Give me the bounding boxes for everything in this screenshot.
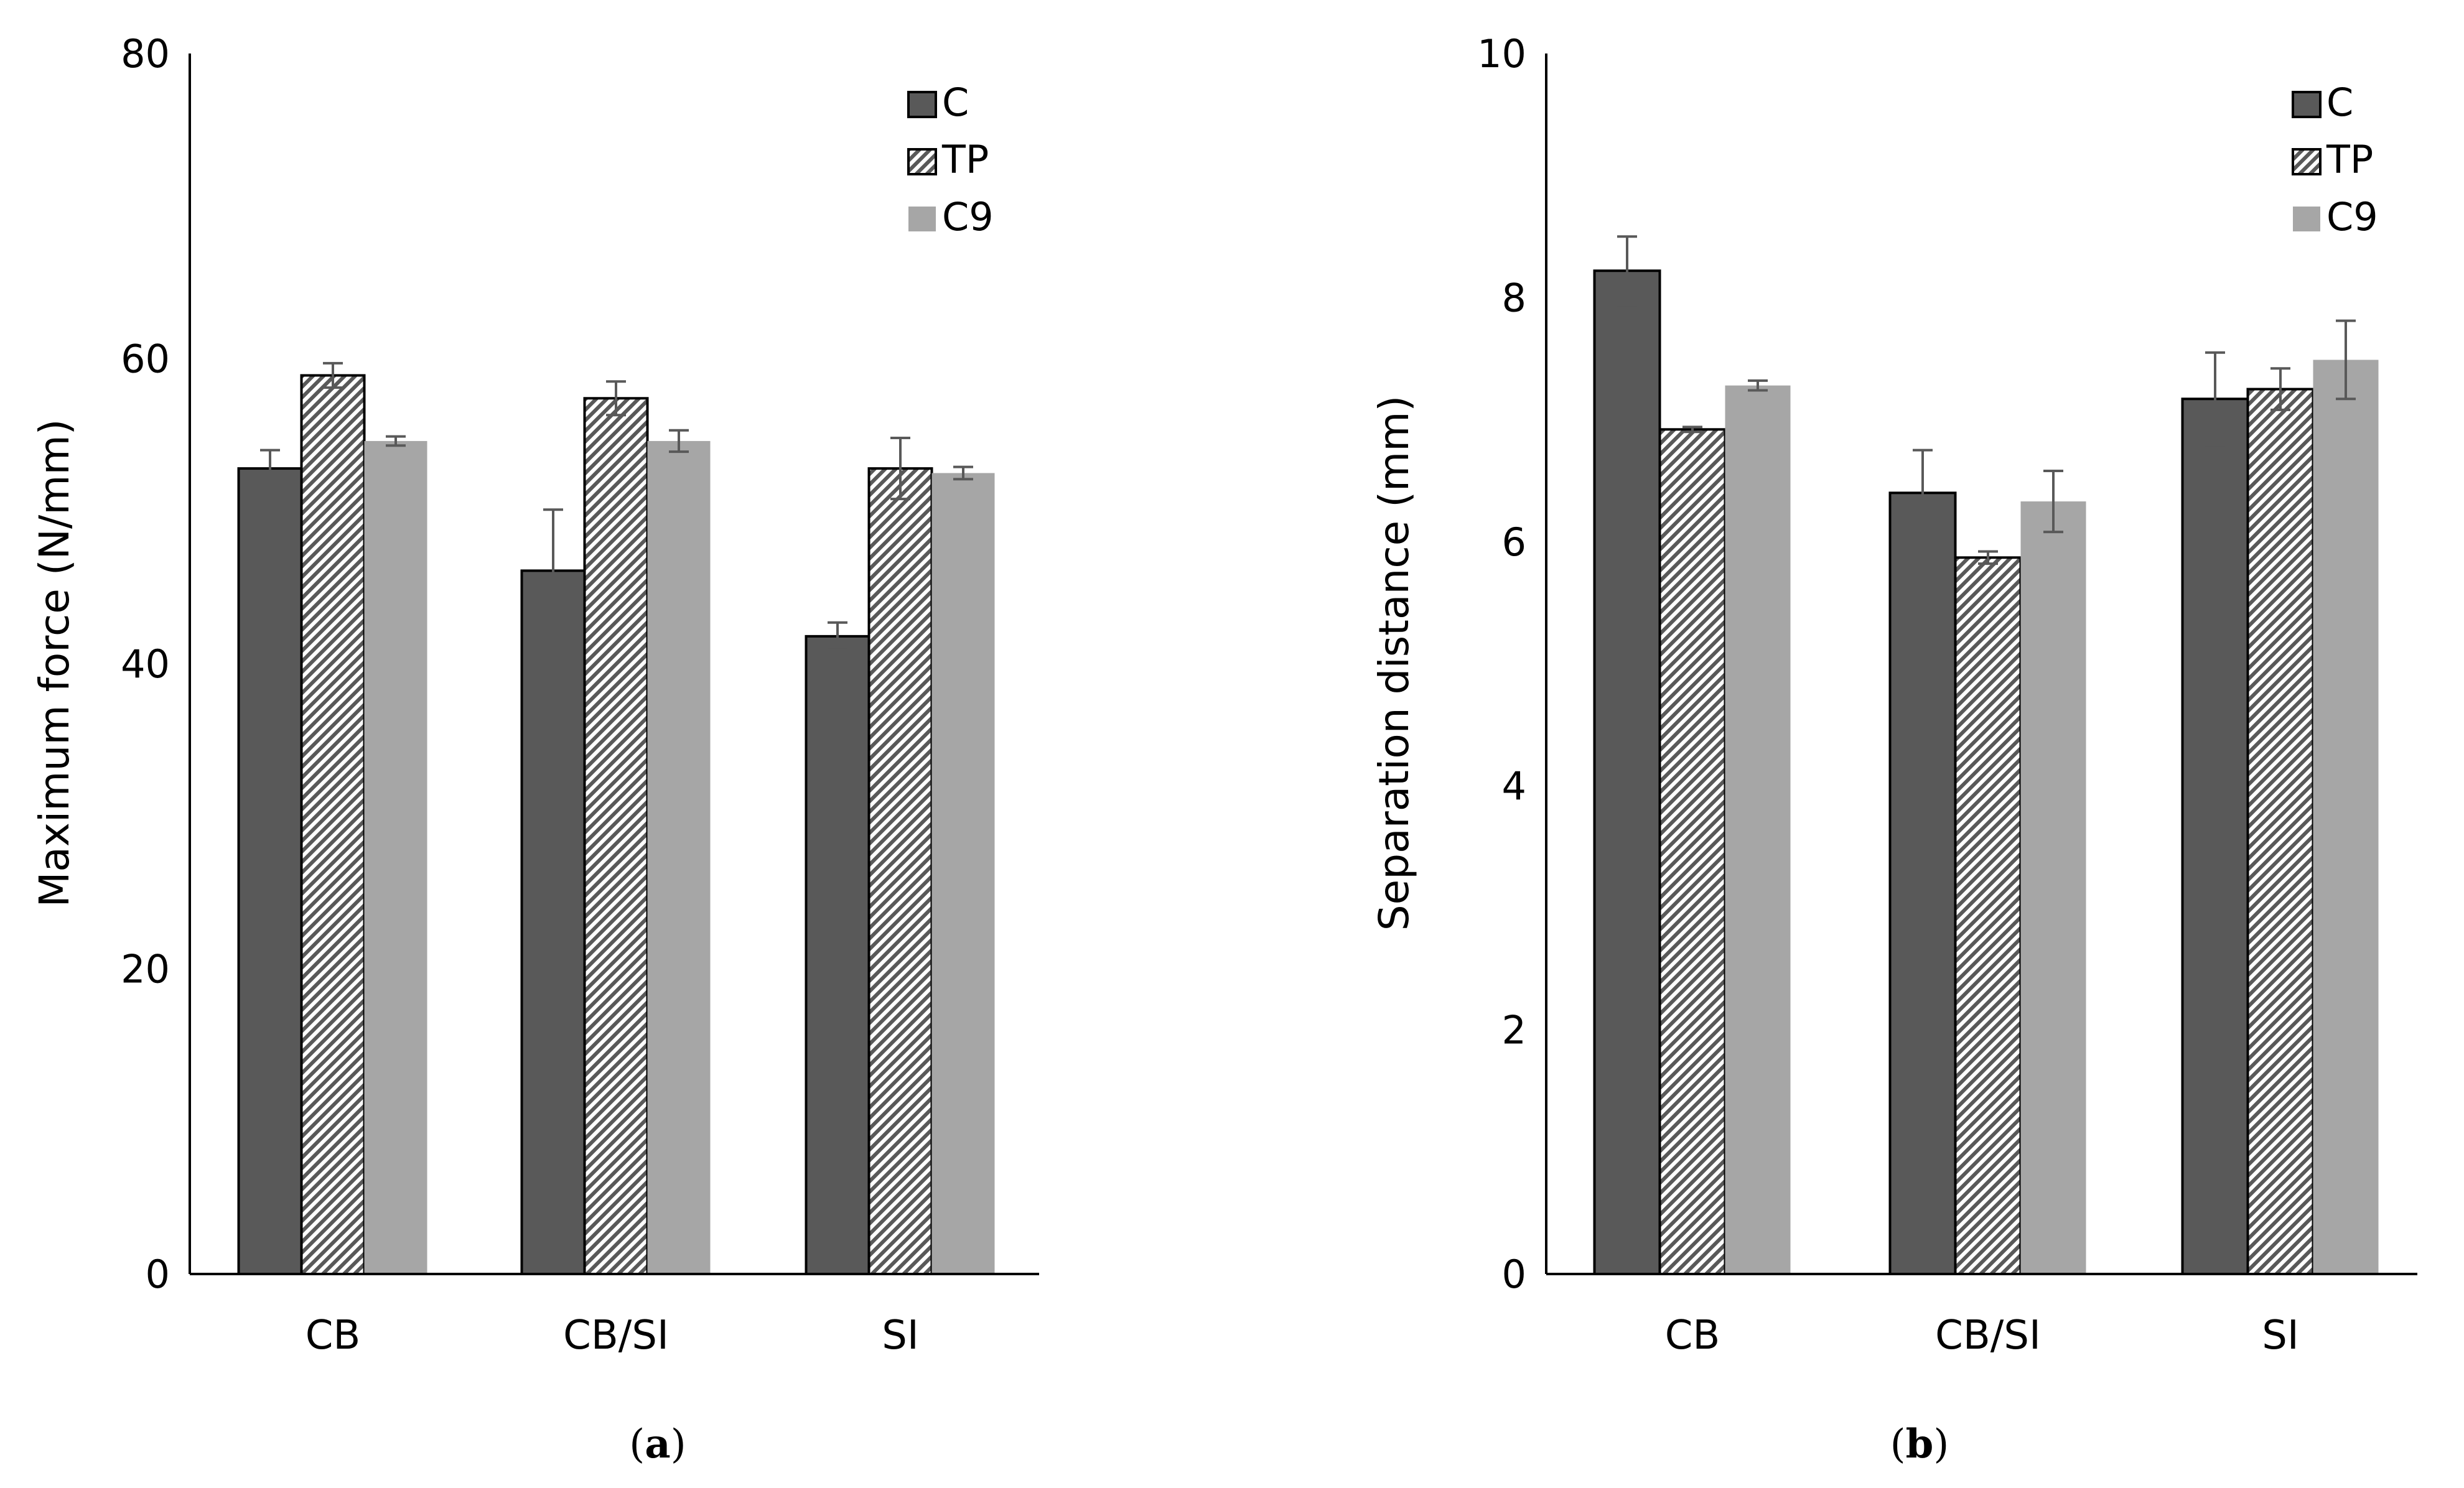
- panel-b-error-bar-c9: [2043, 470, 2063, 534]
- panel-a-bar-tp: [300, 374, 366, 1275]
- panel-b-y-tick-label: 0: [1502, 1252, 1526, 1297]
- panel-a-bar-tp: [583, 397, 649, 1275]
- panel-a-caption: (a): [629, 1421, 686, 1467]
- panel-a-legend-label-c: C: [942, 80, 969, 125]
- panel-a-error-bar-c9: [669, 429, 689, 453]
- panel-a-x-ticks: CB CB/SI SI: [306, 1313, 919, 1359]
- panel-b-legend-label-tp: TP: [2326, 137, 2373, 182]
- panel-a-bar-c: [237, 467, 303, 1276]
- panel-a-error-bar-c9: [386, 435, 406, 447]
- panel-a-bar-c9: [364, 440, 427, 1274]
- panel-a-error-bar-tp: [890, 437, 910, 501]
- panel-a-legend-label-tp: TP: [941, 137, 989, 182]
- panel-b-error-bar-c9: [2336, 319, 2356, 401]
- panel-b-y-tick-label: 6: [1502, 519, 1526, 565]
- panel-a-bar-c: [805, 635, 870, 1275]
- panel-a-legend-swatch-c9: [908, 207, 936, 231]
- panel-a-bar-c9: [931, 473, 995, 1274]
- panel-a-error-bar-c9: [953, 465, 973, 481]
- panel-b-bar-c: [1888, 491, 1957, 1276]
- panel-b-error-bar-c: [1617, 235, 1637, 307]
- panel-a-error-bar-c: [260, 449, 280, 488]
- panel-b-legend-label-c9: C9: [2326, 194, 2378, 239]
- panel-b-chart: 0 2 4 6 8 10 CB CB/SI SI Separation distance (m…: [1370, 31, 2417, 1467]
- panel-a-legend-swatch-tp: [907, 148, 937, 175]
- panel-a-bars: [237, 374, 995, 1276]
- panel-a-error-bars: [260, 361, 973, 651]
- panel-b-error-bar-c: [1913, 449, 1933, 537]
- panel-a-legend: C TP C9: [907, 80, 994, 239]
- panel-a-bar-c: [520, 569, 586, 1276]
- panel-a-bar-tp: [867, 467, 933, 1276]
- panel-b-error-bars: [1617, 235, 2356, 565]
- panel-b-bar-c: [1593, 269, 1661, 1276]
- panel-b-legend-swatch-c: [2292, 91, 2322, 118]
- panel-b-bar-c: [2181, 398, 2249, 1275]
- panel-b-bar-c9: [2313, 360, 2379, 1275]
- panel-a-error-bar-tp: [323, 361, 343, 389]
- panel-a-y-tick-label: 60: [121, 337, 170, 382]
- panel-a-chart: 0 20 40 60 80 CB CB/SI SI Maximum force (N/mm)…: [30, 31, 1039, 1467]
- panel-b-bars: [1593, 269, 2379, 1276]
- panel-b-error-bar-c9: [1748, 379, 1768, 392]
- panel-b-x-tick-label: CB: [1665, 1313, 1720, 1359]
- panel-a-legend-label-c9: C9: [942, 194, 994, 239]
- panel-b-y-tick-label: 2: [1502, 1008, 1526, 1053]
- panel-b-y-ticks: 0 2 4 6 8 10: [1477, 31, 1526, 1297]
- panel-b-bar-c9: [1725, 385, 1791, 1274]
- panel-b-legend-swatch-c9: [2293, 207, 2320, 231]
- panel-a-error-bar-c: [828, 621, 847, 651]
- panel-a-y-ticks: 0 20 40 60 80: [121, 31, 170, 1297]
- panel-b-caption-letter: b: [1906, 1421, 1934, 1467]
- panel-b-x-ticks: CB CB/SI SI: [1665, 1313, 2299, 1359]
- panel-b-legend-label-c: C: [2326, 80, 2353, 125]
- panel-b-y-tick-label: 4: [1502, 763, 1526, 809]
- panel-b-legend-swatch-tp: [2292, 148, 2322, 175]
- panel-b-legend: C TP C9: [2292, 80, 2378, 239]
- panel-b-error-bar-tp: [1682, 425, 1702, 434]
- panel-a-error-bar-tp: [606, 380, 626, 417]
- panel-a-error-bar-c: [543, 508, 563, 633]
- panel-a-legend-swatch-c: [907, 91, 937, 118]
- panel-a-x-tick-label: SI: [882, 1313, 919, 1359]
- panel-b-x-tick-label: SI: [2262, 1313, 2299, 1359]
- panel-b-error-bar-tp: [2270, 367, 2290, 411]
- panel-b-y-tick-label: 8: [1502, 275, 1526, 320]
- panel-a-y-tick-label: 20: [121, 947, 170, 992]
- panel-b-bar-tp: [2246, 388, 2315, 1275]
- panel-a-y-axis-title: Maximum force (N/mm): [30, 419, 78, 907]
- panel-a-bar-c9: [647, 440, 711, 1274]
- panel-b-y-tick-label: 10: [1477, 31, 1526, 77]
- panel-b-bar-tp: [1658, 428, 1727, 1275]
- panel-b-error-bar-tp: [1978, 550, 1998, 565]
- panel-a-y-tick-label: 80: [121, 31, 170, 77]
- panel-b-x-tick-label: CB/SI: [1935, 1313, 2041, 1359]
- panel-a-y-tick-label: 40: [121, 641, 170, 687]
- panel-b-y-axis-title: Separation distance (mm): [1370, 396, 1418, 931]
- panel-b-error-bar-c: [2205, 351, 2225, 447]
- panel-b-bar-tp: [1954, 556, 2022, 1275]
- panel-b-bar-c9: [2020, 501, 2086, 1275]
- panel-a-x-tick-label: CB: [306, 1313, 361, 1359]
- panel-a-y-tick-label: 0: [146, 1252, 170, 1297]
- panel-a-caption-letter: a: [645, 1421, 670, 1467]
- panel-a-x-tick-label: CB/SI: [563, 1313, 669, 1359]
- panel-b-caption: (b): [1890, 1421, 1949, 1467]
